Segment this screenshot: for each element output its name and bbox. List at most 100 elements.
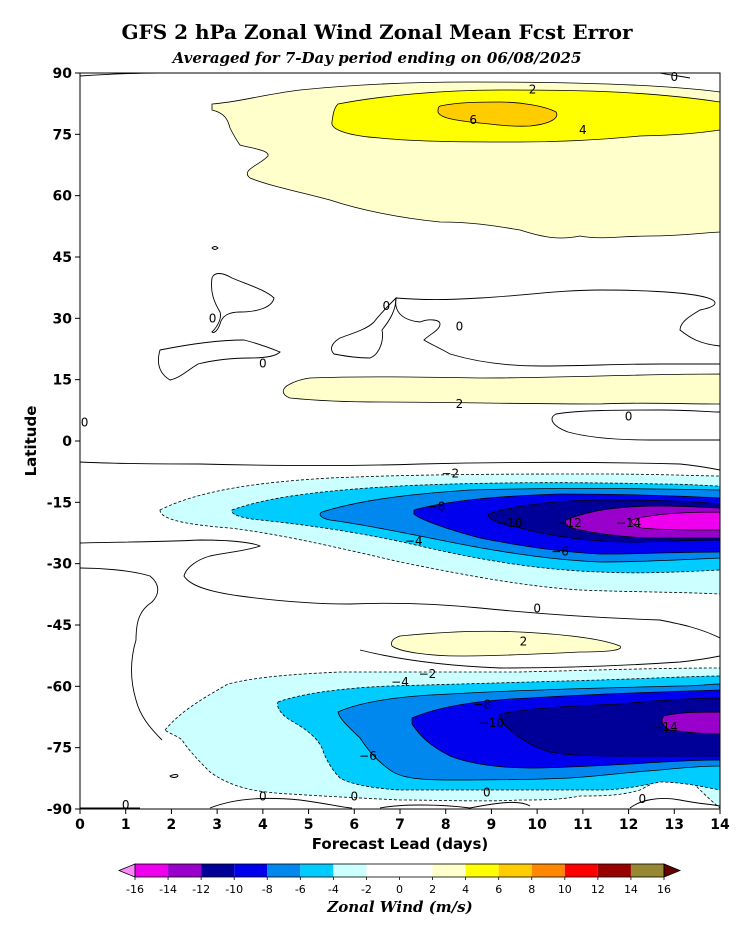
y-tick-label: -60: [47, 679, 73, 695]
x-tick-label: 2: [167, 817, 177, 833]
y-tick-label: 90: [53, 66, 73, 82]
x-axis-label: Forecast Lead (days): [312, 835, 488, 853]
y-tick-label: -30: [47, 557, 73, 573]
y-tick-label: -15: [47, 495, 72, 511]
colorbar-tick-label: -2: [361, 883, 372, 896]
fill-6-8-north: [437, 101, 558, 127]
colorbar-swatch: [432, 864, 466, 877]
colorbar-swatch: [201, 864, 235, 877]
chart-subtitle: Averaged for 7-Day period ending on 06/0…: [172, 49, 582, 67]
colorbar-swatch: [267, 864, 301, 877]
y-tick-label: 0: [62, 434, 72, 450]
contour-label: −10: [497, 516, 522, 530]
colorbar-tick-label: 8: [528, 883, 535, 896]
contour-label: −4: [391, 675, 409, 689]
colorbar-tick-label: -10: [225, 883, 243, 896]
contour-label: 0: [670, 70, 678, 84]
colorbar-tick-label: 12: [591, 883, 605, 896]
contour-label: 0: [638, 792, 646, 806]
zero-contour-equator: [551, 409, 720, 441]
colorbar-tick-label: -16: [126, 883, 144, 896]
colorbar-swatch: [135, 864, 169, 877]
colorbar-tick-label: 2: [429, 883, 436, 896]
colorbar-swatch: [498, 864, 532, 877]
zero-contour-small-south: [169, 774, 179, 778]
contour-label: 0: [382, 299, 390, 313]
colorbar-swatch: [234, 864, 268, 877]
contour-label: 2: [529, 82, 537, 96]
contour-label: −14: [616, 516, 641, 530]
x-tick-label: 1: [121, 817, 131, 833]
colorbar-swatch: [399, 864, 433, 877]
x-tick-label: 3: [212, 817, 222, 833]
colorbar-tick-label: -14: [159, 883, 177, 896]
contour-label: −2: [419, 667, 437, 681]
zero-contour-20n: [158, 339, 281, 381]
colorbar-swatch: [168, 864, 202, 877]
contour-label: 0: [259, 356, 267, 370]
colorbar-swatch: [630, 864, 664, 877]
colorbar: -16 -14 -12 -10 -8 -6 -4 -2 0 2 4 6 8 10 12 14 16: [117, 863, 682, 896]
x-tick-label: 10: [527, 817, 547, 833]
colorbar-swatch: [366, 864, 400, 877]
y-tick-label: 60: [53, 189, 73, 205]
colorbar-tick-label: -4: [328, 883, 339, 896]
contour-label: 6: [469, 113, 477, 127]
colorbar-tick-label: 4: [462, 883, 469, 896]
fill-2-4-south: [391, 630, 622, 657]
zero-contour-bottom: [80, 797, 720, 809]
colorbar-swatch: [333, 864, 367, 877]
contour-label: −12: [556, 516, 581, 530]
fill-2-4-equator: [282, 373, 720, 405]
contour-label: 0: [209, 311, 217, 325]
colorbar-over-arrow: [663, 863, 682, 878]
contour-label: −6: [359, 749, 377, 763]
colorbar-swatch: [300, 864, 334, 877]
zero-contours: [80, 73, 720, 809]
zero-contour-30n-west: [211, 273, 275, 333]
colorbar-label: Zonal Wind (m/s): [326, 898, 472, 916]
colorbar-tick-label: 16: [657, 883, 671, 896]
x-tick-label: 8: [441, 817, 451, 833]
y-tick-label: 75: [53, 127, 72, 143]
contour-label: 0: [533, 602, 541, 616]
x-tick-label: 9: [487, 817, 497, 833]
y-tick-label: -45: [47, 618, 72, 634]
y-tick-label: 15: [53, 373, 72, 389]
zero-contour-30s: [80, 539, 720, 639]
contour-label: −8: [473, 698, 491, 712]
zero-contour-30n-center: [395, 289, 720, 367]
contour-label: 2: [456, 397, 464, 411]
x-axis: 0 1 2 3 4 5 6 7 8 9 10 11 12 13 14: [75, 809, 730, 833]
fill-neg14-neg16-polar: [661, 711, 720, 735]
zero-contour-30n-left: [331, 296, 397, 359]
contour-label: −10: [479, 716, 504, 730]
x-tick-label: 14: [710, 817, 730, 833]
colorbar-swatch: [531, 864, 565, 877]
zero-contour-35s: [80, 567, 163, 741]
contour-labels: 2 4 6 0 0 0 0 0 2 0 0 −2 −8 −4 −10 −12 −14 −6 0 2 −2 −4 −8 −10 −…: [81, 70, 678, 812]
zero-contour-west: [211, 246, 219, 250]
colorbar-tick-label: -8: [262, 883, 273, 896]
y-tick-label: -75: [47, 741, 72, 757]
contour-label: 0: [350, 790, 358, 804]
colorbar-tick-label: 10: [558, 883, 572, 896]
contour-label: 4: [579, 123, 587, 137]
contour-label: 0: [483, 786, 491, 800]
y-tick-label: 45: [53, 250, 72, 266]
contour-label: 0: [625, 409, 633, 423]
x-tick-label: 12: [619, 817, 638, 833]
contour-label: −14: [652, 720, 677, 734]
colorbar-tick-label: 6: [495, 883, 502, 896]
x-tick-label: 5: [304, 817, 314, 833]
y-tick-label: -90: [47, 802, 73, 818]
fill-neg14-neg16-subtrop: [631, 511, 720, 531]
x-tick-label: 13: [665, 817, 684, 833]
x-tick-label: 0: [75, 817, 85, 833]
zero-contour-5s: [80, 461, 720, 471]
y-axis: 90 75 60 45 30 15 0 -15 -30 -45 -60 -75 -90: [47, 66, 80, 818]
contour-label: −4: [405, 534, 423, 548]
contour-label: 0: [122, 798, 130, 812]
colorbar-tick-label: -6: [295, 883, 306, 896]
